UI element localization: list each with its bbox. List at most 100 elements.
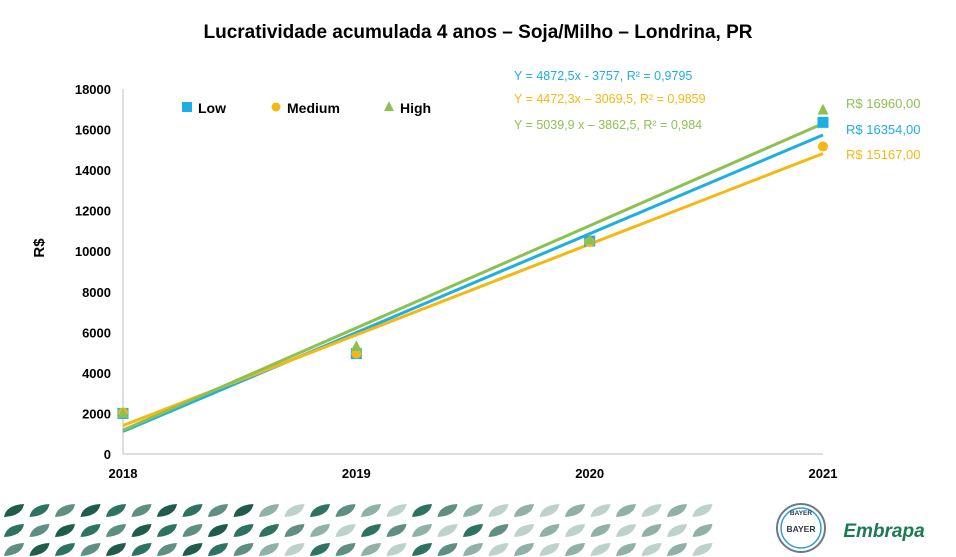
y-tick-label: 0 — [104, 447, 111, 462]
leaf-shape — [437, 543, 458, 556]
leaf-shape — [131, 543, 152, 556]
leaf-shape — [157, 543, 177, 556]
leaf-shape — [106, 543, 126, 556]
leaf-shape — [514, 524, 534, 537]
leaf-shape — [310, 543, 330, 556]
decorative-leaf-band — [4, 504, 713, 556]
end-label-medium: R$ 15167,00 — [846, 147, 920, 162]
x-tick-label: 2018 — [109, 466, 138, 481]
leaf-shape — [4, 543, 24, 556]
leaf-shape — [641, 504, 662, 517]
equation-medium: Y = 4472,3x – 3069,5, R² = 0,9859 — [514, 92, 706, 106]
leaf-shape — [55, 524, 75, 537]
x-tick-labels: 2018 2019 2020 2021 — [109, 466, 838, 481]
leaf-shape — [565, 504, 585, 517]
trend-lines — [122, 122, 824, 433]
leaf-shape — [692, 504, 713, 517]
leaf-shape — [106, 504, 126, 517]
y-tick-label: 14000 — [75, 163, 111, 178]
leaf-shape — [106, 524, 126, 537]
end-label-high: R$ 16960,00 — [846, 96, 920, 111]
leaf-shape — [335, 543, 356, 556]
leaf-shape — [412, 504, 432, 517]
trend-line-low — [122, 133, 824, 433]
leaf-shape — [284, 504, 305, 517]
legend-marker-high — [384, 101, 394, 112]
leaf-shape — [514, 504, 534, 517]
point-high — [117, 407, 129, 418]
legend-label-high: High — [400, 100, 431, 116]
leaf-shape — [29, 504, 50, 517]
embrapa-logo: Embrapa — [843, 521, 925, 542]
legend-label-low: Low — [198, 100, 226, 116]
leaf-shape — [437, 524, 458, 537]
leaf-shape — [55, 543, 75, 556]
point-high — [350, 340, 362, 351]
trend-line-high — [122, 122, 824, 432]
leaf-shape — [463, 543, 483, 556]
bayer-logo: BAYER BAYER — [776, 503, 826, 553]
leaf-shape — [488, 524, 509, 537]
end-label-low: R$ 16354,00 — [846, 122, 920, 137]
leaf-shape — [310, 524, 330, 537]
leaf-shape — [539, 524, 560, 537]
leaf-shape — [4, 504, 24, 517]
point-high — [817, 103, 829, 115]
legend-marker-medium — [271, 102, 281, 112]
leaf-shape — [667, 543, 687, 556]
legend: Low Medium High — [182, 100, 431, 116]
equation-high: Y = 5039,9 x – 3862,5, R² = 0,984 — [514, 118, 702, 132]
leaf-shape — [386, 504, 407, 517]
leaf-shape — [386, 524, 407, 537]
leaf-shape — [590, 504, 611, 517]
leaf-shape — [488, 504, 509, 517]
leaf-shape — [463, 524, 483, 537]
leaf-shape — [590, 543, 611, 556]
leaf-shape — [182, 524, 203, 537]
leaf-shape — [488, 543, 509, 556]
leaf-shape — [208, 524, 228, 537]
bayer-logo-horizontal: BAYER — [787, 524, 816, 534]
y-tick-label: 16000 — [75, 123, 111, 138]
leaf-shape — [29, 543, 50, 556]
data-points — [117, 103, 829, 419]
leaf-shape — [55, 504, 75, 517]
y-tick-label: 2000 — [82, 406, 111, 421]
leaf-shape — [514, 543, 534, 556]
leaf-shape — [412, 524, 432, 537]
chart-title: Lucratividade acumulada 4 anos – Soja/Mi… — [203, 22, 752, 43]
legend-label-medium: Medium — [287, 100, 340, 116]
leaf-shape — [284, 543, 305, 556]
leaf-shape — [361, 504, 381, 517]
y-tick-labels: 0 2000 4000 6000 8000 10000 12000 14000 16000 180… — [75, 82, 111, 462]
leaf-shape — [208, 543, 228, 556]
leaf-shape — [233, 524, 254, 537]
leaf-shape — [463, 504, 483, 517]
leaf-shape — [539, 543, 560, 556]
y-tick-label: 4000 — [82, 366, 111, 381]
leaf-shape — [131, 504, 152, 517]
leaf-shape — [259, 543, 279, 556]
leaf-shape — [233, 504, 254, 517]
leaf-shape — [539, 504, 560, 517]
leaf-shape — [80, 543, 101, 556]
equation-low: Y = 4872,5x - 3757, R² = 0,9795 — [514, 69, 692, 83]
leaf-shape — [131, 524, 152, 537]
point-medium — [818, 141, 828, 152]
point-high — [584, 233, 596, 245]
legend-marker-low — [182, 102, 192, 112]
leaf-shape — [208, 504, 228, 517]
leaf-shape — [616, 504, 636, 517]
y-tick-label: 12000 — [75, 204, 111, 219]
x-tick-label: 2020 — [575, 466, 604, 481]
leaf-shape — [386, 543, 407, 556]
leaf-shape — [565, 543, 585, 556]
leaf-shape — [667, 524, 687, 537]
leaf-shape — [335, 524, 356, 537]
x-tick-label: 2019 — [342, 466, 371, 481]
leaf-shape — [80, 524, 101, 537]
leaf-shape — [310, 504, 330, 517]
leaf-shape — [692, 543, 713, 556]
leaf-shape — [157, 524, 177, 537]
